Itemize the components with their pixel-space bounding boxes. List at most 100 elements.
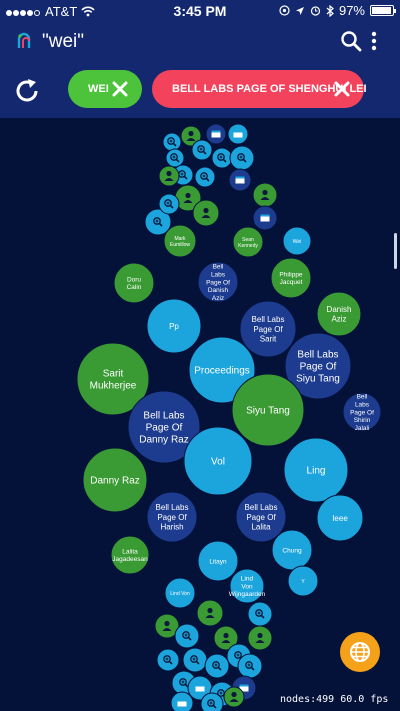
graph-node-zoom[interactable] [174, 623, 200, 649]
graph-node-person[interactable] [213, 625, 239, 651]
graph-node[interactable]: Philippe Jacquet [270, 257, 312, 299]
navigation-arrow-icon [295, 6, 304, 15]
graph-node-zoom[interactable] [237, 653, 263, 679]
graph-node-zoom[interactable] [204, 653, 230, 679]
zoom-in-icon [179, 678, 189, 688]
graph-node-person[interactable] [180, 125, 202, 147]
node-circle [183, 426, 253, 496]
graph-canvas[interactable]: Mark Eumillow Sean Kennedy Wei Doru Calin Bell L… [0, 118, 400, 711]
graph-node-zoom[interactable] [200, 692, 224, 711]
node-circle [247, 601, 273, 627]
graph-node-book[interactable] [205, 123, 227, 145]
graph-node[interactable]: Wei [282, 226, 312, 256]
zoom-in-icon [245, 661, 255, 671]
close-icon[interactable] [332, 79, 352, 99]
graph-node-zoom[interactable] [191, 139, 213, 161]
graph-node[interactable]: Bell Labs Page Of Danny Raz [127, 390, 201, 464]
book-icon [233, 130, 243, 138]
graph-node[interactable]: Danish Aziz [316, 291, 362, 337]
graph-node-person[interactable] [154, 613, 180, 639]
globe-button[interactable] [340, 632, 380, 672]
graph-node-zoom[interactable] [158, 193, 180, 215]
graph-node[interactable]: Bell Labs Page Of Harish [146, 491, 198, 543]
node-label: Vol [211, 457, 225, 468]
graph-node[interactable]: Pp [146, 298, 202, 354]
graph-node[interactable]: Bell Labs Page Of Siyu Tang [284, 332, 352, 400]
graph-node-person[interactable] [196, 599, 224, 627]
graph-node-book[interactable] [170, 691, 194, 711]
graph-node-book[interactable] [227, 123, 249, 145]
graph-node[interactable]: Lind Von [164, 577, 196, 609]
more-vert-icon[interactable] [368, 30, 380, 52]
node-circle [156, 648, 180, 672]
graph-node-zoom[interactable] [229, 145, 255, 171]
search-icon[interactable] [340, 30, 362, 52]
node-circle [146, 298, 202, 354]
graph-node-person[interactable] [192, 199, 220, 227]
graph-node-book[interactable] [228, 168, 252, 192]
node-label: Lind Von [170, 591, 190, 597]
graph-node[interactable]: Vol [183, 426, 253, 496]
book-icon [235, 176, 245, 184]
graph-node-person[interactable] [158, 165, 180, 187]
graph-node[interactable]: Lalita Jagadeesan [110, 535, 150, 575]
node-circle [229, 568, 265, 604]
graph-node-zoom[interactable] [211, 147, 233, 169]
carrier-name: AT&T [45, 4, 78, 19]
graph-node-zoom[interactable] [194, 166, 216, 188]
node-circle [270, 257, 312, 299]
node-label: Ieee [332, 514, 348, 523]
node-circle [316, 291, 362, 337]
graph-node-person[interactable] [252, 182, 278, 208]
node-label: Wei [293, 239, 302, 245]
graph-node-person[interactable] [247, 625, 273, 651]
zoom-in-icon [170, 153, 180, 163]
refresh-icon[interactable] [14, 78, 42, 104]
graph-node-zoom[interactable] [162, 132, 182, 152]
graph-node[interactable]: Bell Labs Page Of Sarit [239, 300, 297, 358]
node-circle [165, 148, 185, 168]
graph-node[interactable]: Bell Labs Page Of Danish Aziz [197, 261, 239, 303]
zoom-in-icon [167, 137, 177, 147]
graph-node-zoom[interactable] [182, 647, 208, 673]
node-label: Mark Eumillow [170, 236, 190, 248]
graph-node[interactable]: Ieee [316, 494, 364, 542]
node-label: Philippe Jacquet [279, 271, 303, 286]
graph-node[interactable]: Bell Labs Page Of Shirin Jalali [342, 392, 382, 432]
wifi-icon [81, 6, 95, 17]
graph-node[interactable]: Ling [283, 437, 349, 503]
clock: 3:45 PM [173, 3, 227, 19]
graph-node[interactable]: Siyu Tang [231, 373, 305, 447]
graph-node-book[interactable] [252, 205, 278, 231]
node-label: Proceedings [194, 366, 250, 377]
zoom-in-icon [207, 699, 217, 709]
graph-node-zoom[interactable] [247, 601, 273, 627]
zoom-in-icon [182, 631, 192, 641]
graph-node[interactable]: Mark Eumillow [163, 224, 197, 258]
zoom-in-icon [217, 153, 227, 163]
graph-node[interactable]: Chung [271, 529, 313, 571]
filter-chip-wei[interactable]: WEI [68, 70, 142, 108]
alarm-icon [310, 6, 321, 16]
close-icon[interactable] [110, 79, 130, 99]
graph-node[interactable]: Proceedings [188, 336, 256, 404]
graph-node-book[interactable] [187, 675, 213, 701]
graph-node[interactable]: Doru Calin [113, 262, 155, 304]
graph-node[interactable]: Sean Kennedy [232, 226, 264, 258]
graph-node[interactable]: Y [287, 565, 319, 597]
graph-node[interactable]: Sarit Mukherjee [76, 342, 150, 416]
scrollbar[interactable] [394, 233, 397, 269]
graph-node[interactable]: Lind Von Wijngaarden [229, 568, 266, 604]
graph-node-person[interactable] [223, 686, 245, 708]
graph-node[interactable]: Litayn [197, 540, 239, 582]
graph-node[interactable]: Bell Labs Page Of Lalita [235, 491, 287, 543]
node-circle [239, 300, 297, 358]
person-icon [201, 207, 211, 218]
graph-node-zoom[interactable] [144, 208, 172, 236]
graph-bubbles[interactable]: Mark Eumillow Sean Kennedy Wei Doru Calin Bell L… [0, 118, 400, 711]
graph-node[interactable]: Danny Raz [82, 447, 148, 513]
graph-node-zoom[interactable] [165, 148, 185, 168]
node-circle [174, 623, 200, 649]
filter-chip-bell-labs-page[interactable]: BELL LABS PAGE OF SHENGHUI LEI [152, 70, 367, 108]
graph-node-zoom[interactable] [156, 648, 180, 672]
